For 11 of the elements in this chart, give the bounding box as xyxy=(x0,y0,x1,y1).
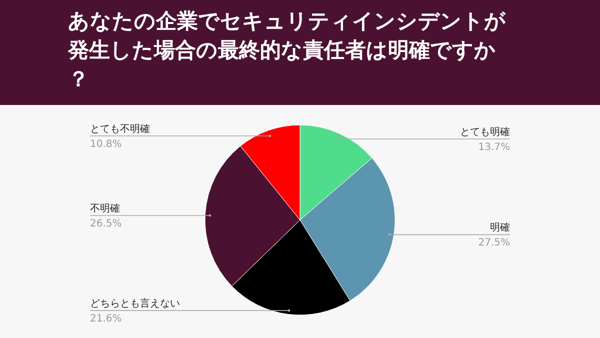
slice-label: 不明確 xyxy=(90,203,120,214)
data-label: 10.8% xyxy=(90,138,122,150)
slice-label: 明確 xyxy=(490,222,510,234)
slice-label: とても不明確 xyxy=(90,124,150,135)
data-label: 26.5% xyxy=(90,218,122,230)
chart-title: あなたの企業でセキュリティインシデントが発生した場合の最終的な責任者は明確ですか？ xyxy=(67,9,506,91)
data-label: 27.5% xyxy=(478,238,510,249)
data-label: 13.7% xyxy=(478,142,510,153)
data-label: 21.6% xyxy=(90,314,122,325)
slice-label: とても明確 xyxy=(460,126,510,138)
slice-label: どちらとも言えない xyxy=(90,298,180,310)
